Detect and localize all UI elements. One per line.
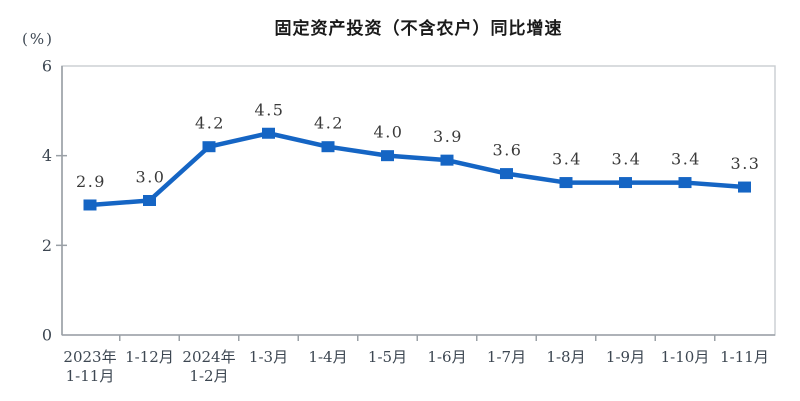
series-line [87,131,747,208]
data-label: 4.2 [195,114,225,133]
data-label: 4.2 [314,114,344,133]
x-tick-label: 1-2月 [189,367,228,385]
data-label: 3.0 [136,168,166,187]
x-tick-label: 1-10月 [661,348,710,366]
x-tick-label: 1-11月 [66,367,115,385]
data-point-marker [738,181,751,193]
data-point-marker [559,177,573,189]
data-label: 3.4 [612,150,642,169]
data-point-marker [262,127,275,139]
x-tick-label: 1-4月 [308,348,347,366]
data-point-marker [83,199,97,211]
data-label: 3.9 [433,127,463,146]
x-tick-label: 1-11月 [720,348,769,366]
y-tick-label: 6 [42,57,52,76]
data-point-marker [321,141,335,153]
x-tick-label: 1-9月 [606,348,645,366]
y-tick-label: 4 [42,146,52,165]
data-label: 3.3 [731,154,761,173]
y-tick-label: 0 [42,326,52,345]
x-tick-label: 1-8月 [546,348,585,366]
data-point-marker [619,177,632,189]
y-axis-unit-label: (%) [22,30,54,48]
data-label: 3.6 [493,141,523,160]
data-point-marker [500,168,513,180]
data-label: 3.4 [671,150,701,169]
data-point-marker [202,141,216,153]
x-tick-label: 2024年 [182,348,235,366]
x-tick-label: 1-3月 [249,348,288,366]
data-point-marker [143,195,156,206]
data-label: 3.4 [552,150,582,169]
x-tick-label: 1-12月 [125,348,174,366]
x-tick-label: 1-7月 [487,348,526,366]
x-tick-label: 1-6月 [427,348,466,366]
x-tick-label: 1-5月 [368,348,407,366]
data-point-marker [381,150,394,162]
data-label: 2.9 [76,172,106,191]
data-label: 4.5 [255,100,285,119]
data-point-marker [440,154,454,166]
chart-title: 固定资产投资（不含农户）同比增速 [274,19,563,38]
plot-border [61,65,776,336]
x-tick-label: 2023年 [63,348,116,366]
y-tick-label: 2 [42,236,52,255]
data-label: 4.0 [374,123,404,142]
data-point-marker [678,177,692,189]
